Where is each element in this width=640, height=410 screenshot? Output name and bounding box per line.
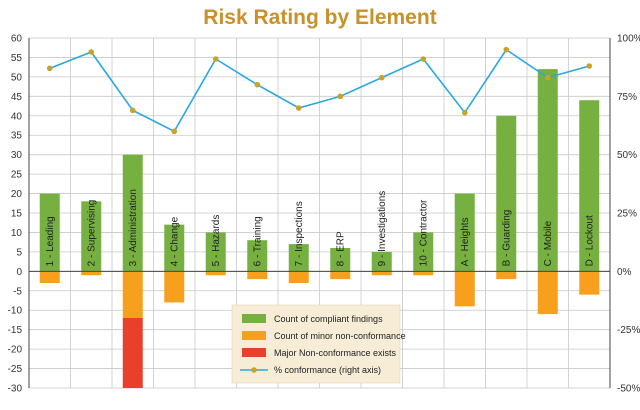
legend-swatch	[242, 331, 266, 340]
category-label: 3 - Administration	[128, 189, 139, 266]
category-label: 2 - Supervising	[87, 200, 98, 267]
bar-compliant	[288, 244, 309, 272]
y2-tick-label: 25%	[617, 209, 637, 220]
y-tick-label: 60	[11, 34, 23, 45]
y2-tick-label: 50%	[617, 150, 637, 161]
conformance-line	[49, 48, 590, 133]
bar-minor-nonconformance	[164, 271, 185, 303]
bar-compliant	[39, 193, 60, 272]
bar-minor-nonconformance	[81, 271, 102, 276]
conformance-point	[171, 128, 178, 135]
bar-compliant	[164, 224, 185, 272]
y2-tick-label: 75%	[617, 92, 637, 103]
conformance-point	[129, 107, 136, 114]
bar-minor-nonconformance	[454, 271, 475, 307]
y-tick-label: 40	[11, 111, 23, 122]
bar-major-nonconformance	[122, 318, 143, 388]
bar-minor-nonconformance	[122, 271, 143, 318]
legend-swatch	[242, 348, 266, 357]
y2-tick-label: 100%	[617, 34, 640, 45]
legend-label: Count of minor non-conformance	[274, 331, 406, 341]
category-label: A - Heights	[460, 217, 471, 266]
bar-minor-nonconformance	[288, 271, 309, 283]
bar-compliant	[537, 69, 558, 272]
conformance-point	[378, 74, 385, 81]
category-label: C - Mobile	[543, 220, 554, 266]
bar-compliant	[454, 193, 475, 272]
legend-swatch-marker	[251, 367, 257, 373]
legend-label: % conformance (right axis)	[274, 365, 381, 375]
y2-tick-label: -25%	[617, 325, 640, 336]
conformance-point	[503, 46, 510, 53]
y-tick-label: -5	[13, 286, 22, 297]
conformance-point	[46, 65, 53, 72]
bar-minor-nonconformance	[247, 271, 268, 280]
bar-minor-nonconformance	[39, 271, 60, 283]
y-tick-label: -10	[8, 306, 23, 317]
bar-compliant	[413, 232, 434, 272]
y-tick-label: -30	[8, 384, 23, 395]
y-tick-label: 35	[11, 131, 23, 142]
category-label: 1 - Leading	[45, 216, 56, 266]
bar-minor-nonconformance	[496, 271, 517, 280]
conformance-point	[88, 49, 95, 55]
category-label: 8 - ERP	[336, 231, 347, 266]
bar-compliant	[81, 201, 102, 272]
bar-minor-nonconformance	[330, 271, 351, 280]
y2-tick-label: 0%	[617, 267, 632, 278]
y-tick-label: 25	[11, 170, 23, 181]
conformance-point	[461, 109, 468, 116]
bar-minor-nonconformance	[413, 271, 434, 276]
y-tick-label: 30	[11, 150, 23, 161]
legend-label: Major Non-conformance exists	[274, 348, 397, 358]
y-tick-label: 50	[11, 72, 23, 83]
category-label: B - Guarding	[502, 210, 513, 267]
y-tick-label: 55	[11, 53, 23, 64]
category-label: 5 - Hazards	[211, 215, 222, 267]
category-label: 4 - Change	[170, 216, 181, 266]
bar-minor-nonconformance	[205, 271, 226, 276]
category-label: 7 - Inspections	[294, 201, 305, 266]
conformance-point	[295, 105, 302, 111]
conformance-point	[544, 74, 551, 81]
y2-tick-label: -50%	[617, 384, 640, 395]
bar-compliant	[205, 232, 226, 272]
category-label: 10 - Contractor	[419, 199, 430, 266]
bar-minor-nonconformance	[579, 271, 600, 295]
y-tick-label: 45	[11, 92, 23, 103]
bar-compliant	[247, 240, 268, 272]
conformance-point	[337, 93, 344, 100]
bar-compliant	[579, 100, 600, 272]
y-tick-label: 10	[11, 228, 23, 239]
conformance-point	[212, 56, 219, 62]
conformance-point	[254, 81, 261, 88]
bar-minor-nonconformance	[371, 271, 392, 276]
category-label: D - Lockout	[585, 215, 596, 266]
legend-label: Count of compliant findings	[274, 314, 383, 324]
bar-compliant	[371, 251, 392, 272]
conformance-point	[420, 56, 427, 62]
bar-minor-nonconformance	[537, 271, 558, 315]
bar-compliant	[496, 115, 517, 272]
bar-compliant	[122, 154, 143, 272]
y-tick-label: 15	[11, 209, 23, 220]
legend-swatch	[242, 314, 266, 323]
conformance-point	[586, 63, 593, 69]
y-tick-label: -25	[8, 364, 23, 375]
y-tick-label: 5	[16, 247, 22, 258]
y-tick-label: 20	[11, 189, 23, 200]
bar-compliant	[330, 248, 351, 272]
y-tick-label: -15	[8, 325, 23, 336]
category-label: 6 - Training	[253, 216, 264, 266]
y-tick-label: 0	[16, 267, 22, 278]
y-tick-label: -20	[8, 345, 23, 356]
chart-title: Risk Rating by Element	[203, 6, 437, 29]
category-label: 9 - Investigations	[377, 191, 388, 267]
